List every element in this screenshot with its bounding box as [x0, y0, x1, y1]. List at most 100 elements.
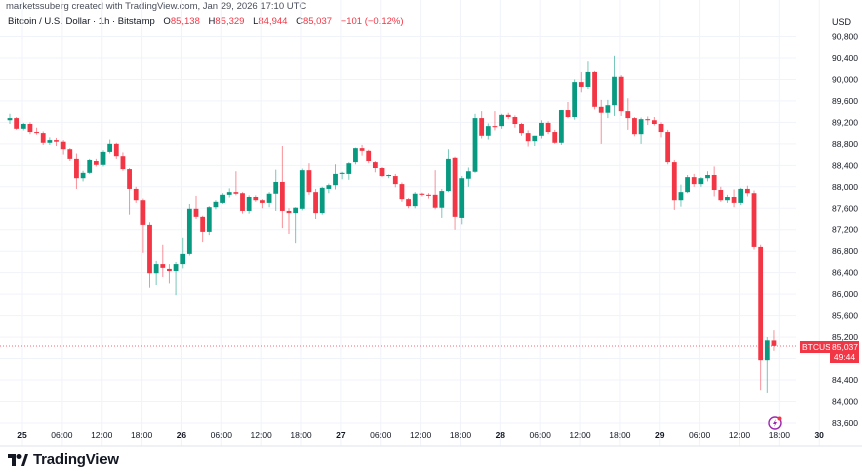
candle-body — [193, 208, 199, 217]
candle-down — [147, 222, 152, 288]
candle-body — [366, 150, 372, 162]
candle-body — [133, 188, 139, 201]
candle-down — [313, 188, 318, 220]
candle-body — [240, 193, 245, 211]
candle-down — [372, 161, 378, 173]
candle-down — [399, 182, 405, 202]
candle-body — [512, 117, 518, 124]
candle-body — [565, 110, 571, 118]
candle-down — [120, 152, 126, 171]
candle-up — [326, 183, 332, 194]
candle-down — [359, 144, 365, 156]
candle-down — [34, 127, 39, 135]
candle-up — [638, 117, 644, 144]
candle-up — [446, 149, 451, 193]
time-tick-label: 06:00 — [211, 430, 233, 440]
candle-down — [167, 264, 172, 284]
candle-down — [718, 186, 724, 202]
candle-down — [193, 195, 199, 220]
candle-body — [180, 253, 186, 265]
candle-down — [658, 122, 664, 138]
candle-body — [147, 224, 152, 274]
time-tick-label: 25 — [17, 430, 27, 440]
time-tick-label: 27 — [336, 430, 346, 440]
candle-up — [539, 120, 544, 139]
price-tick-label: 84,000 — [832, 397, 858, 407]
high-label: H — [208, 16, 216, 27]
candle-up — [725, 194, 730, 203]
candle-body — [545, 122, 551, 133]
time-axis[interactable]: 25 06:00 12:00 18:00 26 06:00 12:00 18:00 27 06:0… — [17, 430, 824, 440]
candle-up — [153, 260, 159, 286]
candle-body — [572, 82, 578, 118]
candle-body — [718, 190, 724, 201]
candle-up — [186, 203, 192, 256]
candle-down — [54, 137, 59, 147]
price-axis[interactable]: 83,60084,00084,40084,80085,20085,60086,0… — [832, 32, 858, 428]
candle-body — [74, 158, 79, 179]
candle-up — [299, 168, 305, 211]
candle-down — [233, 171, 239, 196]
candle-body — [758, 246, 764, 361]
currency-label[interactable]: USD — [832, 17, 852, 27]
candle-up — [7, 113, 13, 124]
candle-up — [412, 192, 418, 209]
candle-body — [412, 193, 418, 207]
candle-body — [592, 71, 597, 107]
bar-countdown: 49:44 — [833, 352, 856, 362]
candle-body — [392, 176, 398, 185]
candle-up — [319, 186, 325, 215]
time-tick-label: 26 — [177, 430, 187, 440]
candle-up — [698, 177, 704, 187]
price-tick-label: 86,800 — [832, 246, 858, 256]
candle-down — [253, 195, 259, 202]
tradingview-logo[interactable]: TradingView — [8, 451, 119, 468]
candle-up — [558, 110, 564, 145]
time-tick-label: 12:00 — [410, 430, 432, 440]
candle-up — [764, 337, 770, 393]
price-tick-label: 83,600 — [832, 418, 858, 428]
candle-down — [578, 71, 584, 93]
candle-body — [160, 264, 166, 268]
candle-body — [220, 194, 225, 203]
candle-up — [100, 150, 106, 167]
lightning-icon[interactable] — [768, 416, 782, 430]
candle-down — [492, 111, 498, 131]
candle-down — [406, 198, 411, 209]
candle-body — [472, 118, 478, 172]
time-tick-label: 06:00 — [370, 430, 392, 440]
candle-body — [651, 120, 657, 124]
low-label: L — [253, 16, 259, 27]
candle-up — [333, 164, 338, 190]
candle-body — [313, 192, 318, 214]
candle-down — [711, 166, 717, 197]
symbol-description[interactable]: Bitcoin / U.S. Dollar · 1h · Bitstamp — [8, 16, 155, 27]
candle-body — [379, 168, 385, 177]
candle-down — [512, 115, 518, 128]
candle-body — [432, 194, 438, 208]
candle-body — [399, 184, 405, 200]
candle-up — [346, 162, 352, 180]
candle-body — [333, 173, 338, 186]
candle-down — [113, 142, 119, 159]
candle-body — [678, 192, 684, 201]
candle-body — [127, 169, 132, 189]
candle-up — [80, 170, 86, 182]
time-tick-label: 29 — [655, 430, 665, 440]
candle-body — [359, 148, 365, 151]
candle-body — [339, 172, 345, 174]
candle-body — [7, 118, 13, 121]
candle-up — [499, 113, 504, 129]
candle-body — [27, 123, 33, 133]
price-tick-label: 85,600 — [832, 311, 858, 321]
candle-body — [426, 194, 431, 196]
candle-up — [87, 158, 93, 174]
candle-body — [771, 340, 777, 346]
candle-down — [625, 98, 631, 130]
candle-body — [120, 156, 126, 170]
candle-up — [353, 147, 358, 165]
candle-body — [539, 122, 544, 136]
candle-down — [744, 185, 750, 197]
candle-body — [100, 151, 106, 165]
